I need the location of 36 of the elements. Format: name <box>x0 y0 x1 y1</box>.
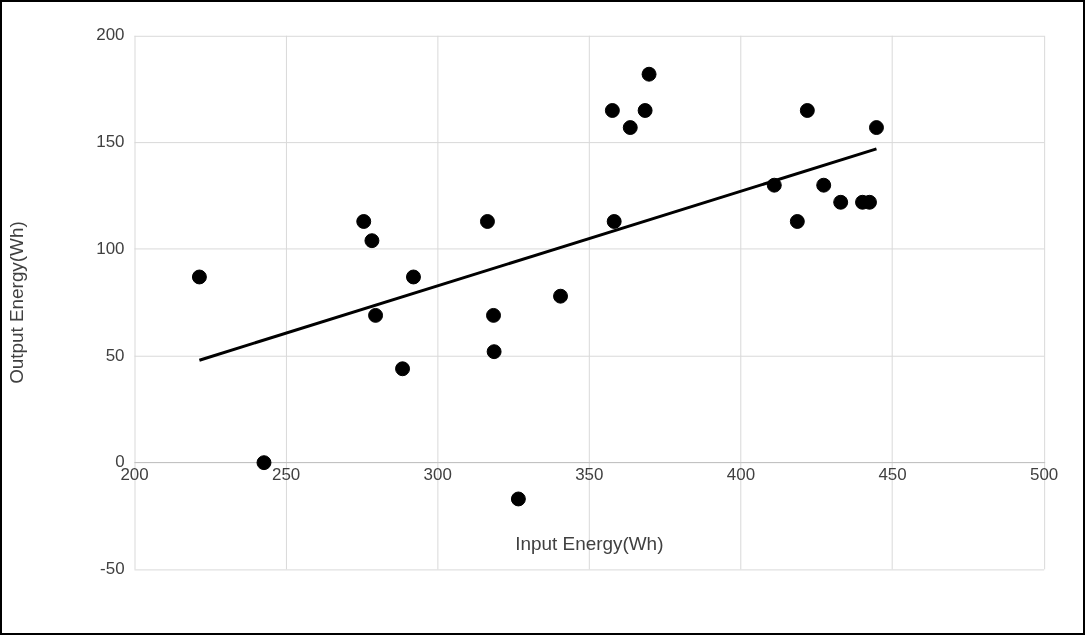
point <box>486 344 502 360</box>
x-tick-label: 450 <box>878 465 907 485</box>
y-tick-label: 200 <box>96 25 125 45</box>
point <box>405 269 421 285</box>
point <box>395 361 411 377</box>
x-tick-label: 400 <box>726 465 756 485</box>
y-tick-label: 150 <box>96 132 125 152</box>
point <box>486 307 501 323</box>
y-tick-label: -50 <box>100 559 125 579</box>
point <box>256 455 272 471</box>
point <box>604 103 620 118</box>
point <box>191 269 207 285</box>
point <box>622 120 638 136</box>
point <box>833 194 849 210</box>
point <box>641 66 657 82</box>
point <box>364 233 380 249</box>
point <box>637 103 653 118</box>
y-axis-title: Output Energy(Wh) <box>5 221 27 384</box>
point <box>356 214 372 229</box>
point <box>868 120 884 136</box>
y-tick-label: 100 <box>96 238 125 258</box>
x-tick-label: 350 <box>575 465 604 485</box>
point <box>510 491 526 507</box>
point <box>606 214 622 229</box>
x-tick-label: 250 <box>271 465 301 485</box>
y-tick-label: 50 <box>105 345 125 365</box>
point <box>799 103 815 118</box>
x-axis-title: Input Energy(Wh) <box>515 532 664 554</box>
point <box>816 177 832 193</box>
point <box>479 214 495 229</box>
x-tick-label: 300 <box>423 465 452 485</box>
point <box>766 177 782 193</box>
point <box>789 214 805 229</box>
x-tick-label: 500 <box>1030 465 1059 485</box>
point <box>553 288 568 304</box>
point <box>368 307 384 323</box>
